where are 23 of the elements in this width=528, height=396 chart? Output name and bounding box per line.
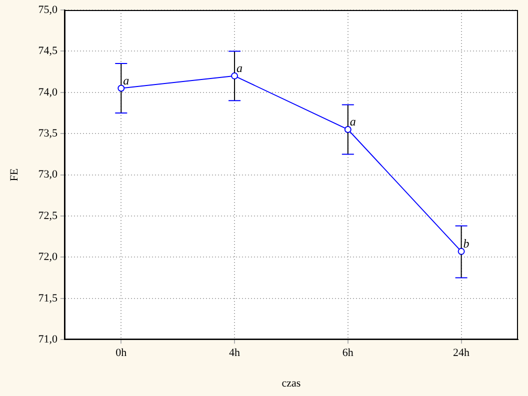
x-tick-label: 24h [453, 347, 470, 360]
x-tick-label: 4h [229, 347, 241, 360]
y-tick-label: 73,5 [38, 127, 58, 140]
y-tick-label: 74,5 [38, 45, 58, 58]
y-tick-label: 71,5 [38, 292, 58, 304]
y-tick-label: 73,0 [38, 168, 58, 181]
y-tick-label: 72,5 [38, 210, 58, 222]
annotation: a [236, 61, 243, 76]
annotation: b [463, 236, 470, 251]
y-tick-label: 72,0 [38, 251, 58, 264]
y-tick-label: 71,0 [38, 333, 58, 346]
y-tick-label: 75,0 [38, 4, 58, 16]
point [344, 126, 352, 133]
x-tick-label: 0h [116, 347, 128, 360]
annotation: a [350, 114, 356, 129]
point [231, 72, 238, 80]
annotation: a [123, 73, 130, 88]
x-axis-title: czas [282, 377, 301, 390]
y-axis-title: FE [8, 168, 20, 182]
x-tick-label: 6h [342, 347, 354, 360]
point [118, 84, 125, 92]
point [458, 248, 465, 255]
y-tick-label: 74,0 [38, 86, 58, 98]
